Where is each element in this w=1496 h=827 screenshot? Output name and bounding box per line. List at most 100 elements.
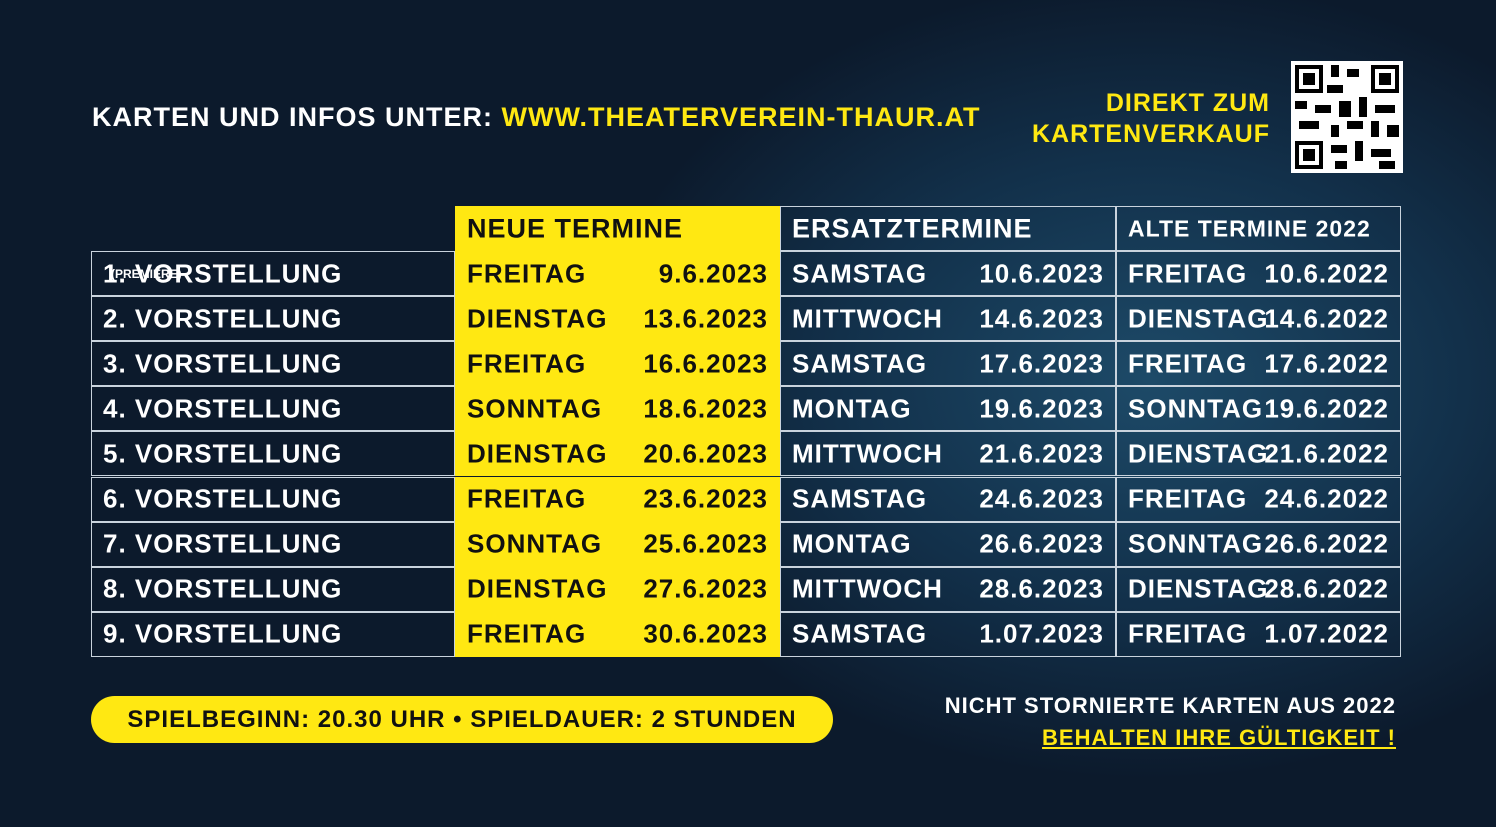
- qr-caption: DIREKT ZUM KARTENVERKAUF: [1030, 88, 1270, 150]
- row-label-cell: 8. VORSTELLUNG: [91, 566, 455, 612]
- date-cell: MITTWOCH 21.6.2023: [780, 431, 1116, 477]
- row-label-text: 8. VORSTELLUNG: [103, 573, 343, 604]
- date-cell: SAMSTAG 17.6.2023: [780, 341, 1116, 387]
- date: 1.07.2022: [1264, 618, 1389, 649]
- note-line: NICHT STORNIERTE KARTEN AUS 2022: [944, 693, 1396, 718]
- date-cell: FREITAG 9.6.2023: [455, 251, 780, 297]
- note-line: BEHALTEN IHRE GÜLTIGKEIT !: [1042, 725, 1396, 750]
- date: 19.6.2023: [979, 393, 1104, 424]
- date-cell: DIENSTAG 14.6.2022: [1116, 296, 1401, 342]
- column-header: ALTE TERMINE 2022: [1116, 206, 1401, 251]
- date: 26.6.2023: [979, 528, 1104, 559]
- start-info: SPIELBEGINN: 20.30 UHR • SPIELDAUER: 2 S…: [91, 696, 833, 743]
- row-label-text: 1. VORSTELLUNG: [103, 258, 343, 289]
- row-label-text: 5. VORSTELLUNG: [103, 438, 343, 469]
- weekday: DIENSTAG: [467, 573, 608, 604]
- column-header: NEUE TERMINE: [455, 206, 780, 251]
- row-label-text: 9. VORSTELLUNG: [103, 618, 343, 649]
- row-label-cell: 2. VORSTELLUNG: [91, 296, 455, 342]
- qr-line: KARTENVERKAUF: [1032, 120, 1270, 148]
- date-cell: MITTWOCH 28.6.2023: [780, 566, 1116, 612]
- weekday: SONNTAG: [467, 528, 603, 559]
- ticket-note: NICHT STORNIERTE KARTEN AUS 2022 BEHALTEN…: [945, 690, 1396, 754]
- date-cell: FREITAG 24.6.2022: [1116, 476, 1401, 522]
- weekday: FREITAG: [1128, 348, 1248, 379]
- header-label: KARTEN UND INFOS UNTER:: [92, 102, 493, 132]
- date-cell: FREITAG 17.6.2022: [1116, 341, 1401, 387]
- date-cell: MONTAG 19.6.2023: [780, 386, 1116, 432]
- weekday: MITTWOCH: [792, 303, 943, 334]
- date: 26.6.2022: [1264, 528, 1389, 559]
- date-cell: DIENSTAG 21.6.2022: [1116, 431, 1401, 477]
- row-label-cell: 1. VORSTELLUNG (PREMIERE): [91, 251, 455, 297]
- weekday: SONNTAG: [1128, 393, 1264, 424]
- date-cell: DIENSTAG 28.6.2022: [1116, 566, 1401, 612]
- date: 16.6.2023: [643, 348, 768, 379]
- weekday: DIENSTAG: [1128, 438, 1269, 469]
- weekday: SONNTAG: [1128, 528, 1264, 559]
- weekday: MONTAG: [792, 528, 912, 559]
- date: 27.6.2023: [643, 573, 768, 604]
- date: 21.6.2023: [979, 438, 1104, 469]
- weekday: FREITAG: [1128, 258, 1248, 289]
- date-cell: FREITAG 23.6.2023: [455, 476, 780, 522]
- row-label-text: 6. VORSTELLUNG: [103, 483, 343, 514]
- row-label-cell: 7. VORSTELLUNG: [91, 521, 455, 567]
- date-cell: MITTWOCH 14.6.2023: [780, 296, 1116, 342]
- date: 1.07.2023: [979, 618, 1104, 649]
- date-cell: FREITAG 30.6.2023: [455, 611, 780, 657]
- date: 18.6.2023: [643, 393, 768, 424]
- weekday: FREITAG: [1128, 618, 1248, 649]
- weekday: FREITAG: [1128, 483, 1248, 514]
- qr-code: [1291, 61, 1403, 173]
- date-cell: DIENSTAG 20.6.2023: [455, 431, 780, 477]
- row-label-cell: 4. VORSTELLUNG: [91, 386, 455, 432]
- date: 28.6.2022: [1264, 573, 1389, 604]
- weekday: MITTWOCH: [792, 573, 943, 604]
- date-cell: FREITAG 1.07.2022: [1116, 611, 1401, 657]
- weekday: DIENSTAG: [467, 303, 608, 334]
- date-cell: FREITAG 10.6.2022: [1116, 251, 1401, 297]
- date: 14.6.2023: [979, 303, 1104, 334]
- weekday: FREITAG: [467, 618, 587, 649]
- header-url: WWW.THEATERVEREIN-THAUR.AT: [501, 102, 981, 132]
- weekday: SAMSTAG: [792, 348, 928, 379]
- date: 24.6.2022: [1264, 483, 1389, 514]
- date: 13.6.2023: [643, 303, 768, 334]
- row-label-text: 3. VORSTELLUNG: [103, 348, 343, 379]
- premiere-note: (PREMIERE): [111, 266, 182, 281]
- date: 28.6.2023: [979, 573, 1104, 604]
- date: 10.6.2023: [979, 258, 1104, 289]
- date: 25.6.2023: [643, 528, 768, 559]
- weekday: MITTWOCH: [792, 438, 943, 469]
- date: 17.6.2023: [979, 348, 1104, 379]
- weekday: DIENSTAG: [1128, 303, 1269, 334]
- date-cell: SAMSTAG 1.07.2023: [780, 611, 1116, 657]
- row-label-text: 7. VORSTELLUNG: [103, 528, 343, 559]
- column-title: ALTE TERMINE 2022: [1128, 215, 1371, 241]
- row-label-cell: 3. VORSTELLUNG: [91, 341, 455, 387]
- weekday: DIENSTAG: [1128, 573, 1269, 604]
- weekday: FREITAG: [467, 348, 587, 379]
- row-label-cell: 6. VORSTELLUNG: [91, 476, 455, 522]
- weekday: FREITAG: [467, 483, 587, 514]
- weekday: FREITAG: [467, 258, 587, 289]
- date-cell: SONNTAG 25.6.2023: [455, 521, 780, 567]
- qr-line: DIREKT ZUM: [1105, 89, 1270, 117]
- date: 17.6.2022: [1264, 348, 1389, 379]
- row-label-cell: 9. VORSTELLUNG: [91, 611, 455, 657]
- date-cell: SONNTAG 18.6.2023: [455, 386, 780, 432]
- date: 21.6.2022: [1264, 438, 1389, 469]
- row-label-cell: 5. VORSTELLUNG: [91, 431, 455, 477]
- date: 24.6.2023: [979, 483, 1104, 514]
- date: 9.6.2023: [658, 258, 768, 289]
- weekday: SAMSTAG: [792, 618, 928, 649]
- date-cell: SONNTAG 26.6.2022: [1116, 521, 1401, 567]
- date-cell: FREITAG 16.6.2023: [455, 341, 780, 387]
- column-title: ERSATZTERMINE: [792, 213, 1033, 243]
- weekday: DIENSTAG: [467, 438, 608, 469]
- date: 10.6.2022: [1264, 258, 1389, 289]
- date-cell: SAMSTAG 10.6.2023: [780, 251, 1116, 297]
